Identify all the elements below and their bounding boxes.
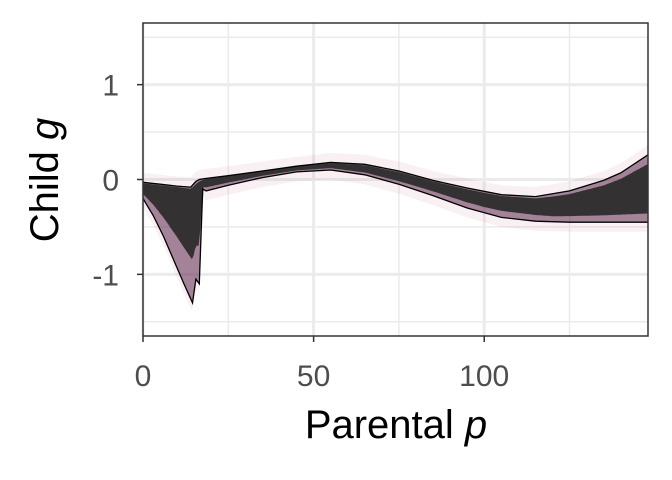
series-lines bbox=[142, 154, 649, 306]
y-tick-label: 0 bbox=[102, 165, 119, 198]
minor-gridlines bbox=[143, 23, 648, 336]
ribbon-halo bbox=[143, 145, 648, 311]
x-tick-label: 0 bbox=[135, 360, 152, 393]
ribbon-outer bbox=[143, 154, 648, 302]
y-axis-title-text: Child bbox=[23, 140, 67, 242]
x-tick-label: 100 bbox=[459, 360, 509, 393]
posterior-ribbons bbox=[143, 145, 648, 311]
x-axis-title-text: Parental bbox=[305, 403, 465, 447]
y-tick-label: -1 bbox=[92, 259, 119, 292]
y-axis-ticks: -1 0 1 bbox=[92, 70, 143, 292]
x-axis-ticks: 0 50 100 bbox=[135, 336, 509, 393]
x-axis-title: Parental p bbox=[305, 403, 487, 447]
y-axis-title-var: g bbox=[23, 118, 67, 140]
y-tick-label: 1 bbox=[102, 70, 119, 103]
ribbon-core bbox=[143, 163, 648, 260]
lower-envelope-line bbox=[142, 169, 648, 306]
x-tick-label: 50 bbox=[297, 360, 330, 393]
y-axis-title: Child g bbox=[23, 118, 67, 243]
x-axis-title-var: p bbox=[464, 403, 487, 447]
upper-envelope-line bbox=[142, 154, 649, 198]
